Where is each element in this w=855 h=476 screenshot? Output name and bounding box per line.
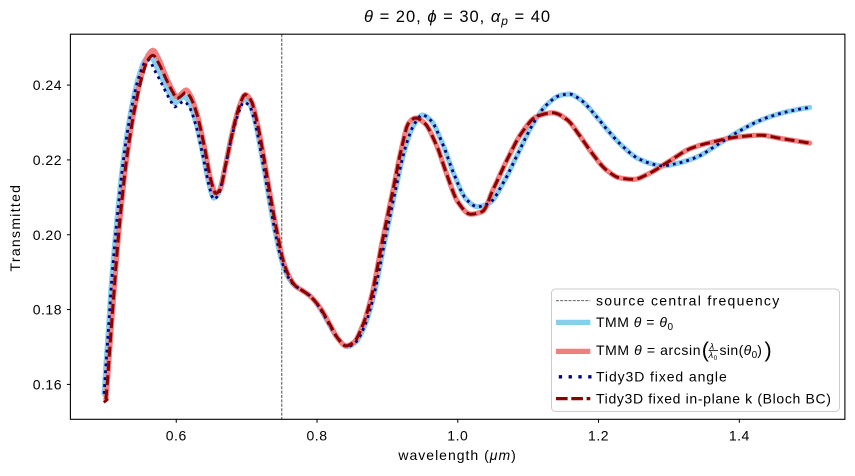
svg-text:0.6: 0.6 (166, 428, 187, 444)
svg-text:0.20: 0.20 (33, 227, 62, 243)
svg-text:1.2: 1.2 (588, 428, 609, 444)
svg-text:θ = 20, ϕ = 30, αp = 40: θ = 20, ϕ = 30, αp = 40 (364, 8, 551, 28)
svg-text:λ: λ (709, 342, 715, 353)
svg-text:TMM θ = θ0: TMM θ = θ0 (596, 314, 673, 333)
svg-text:Tidy3D fixed in-plane k (Bloch: Tidy3D fixed in-plane k (Bloch BC) (596, 390, 832, 406)
svg-text:0.22: 0.22 (33, 152, 62, 168)
svg-text:wavelength (μm): wavelength (μm) (397, 447, 516, 463)
svg-text:1.0: 1.0 (447, 428, 468, 444)
svg-text:Transmitted: Transmitted (7, 184, 23, 272)
svg-text:(: ( (702, 338, 710, 362)
svg-text:0.18: 0.18 (33, 302, 62, 318)
svg-text:λ: λ (708, 350, 714, 361)
svg-text:): ) (765, 338, 772, 362)
svg-text:source central frequency: source central frequency (596, 292, 781, 308)
svg-text:sin(θ0): sin(θ0) (720, 342, 762, 361)
svg-text:0: 0 (714, 355, 718, 362)
svg-text:0.24: 0.24 (33, 77, 62, 93)
svg-text:0.16: 0.16 (33, 377, 62, 393)
svg-text:TMM θ = arcsin: TMM θ = arcsin (596, 342, 701, 358)
svg-text:0.8: 0.8 (307, 428, 328, 444)
svg-text:Tidy3D fixed angle: Tidy3D fixed angle (596, 369, 728, 385)
svg-text:1.4: 1.4 (729, 428, 750, 444)
